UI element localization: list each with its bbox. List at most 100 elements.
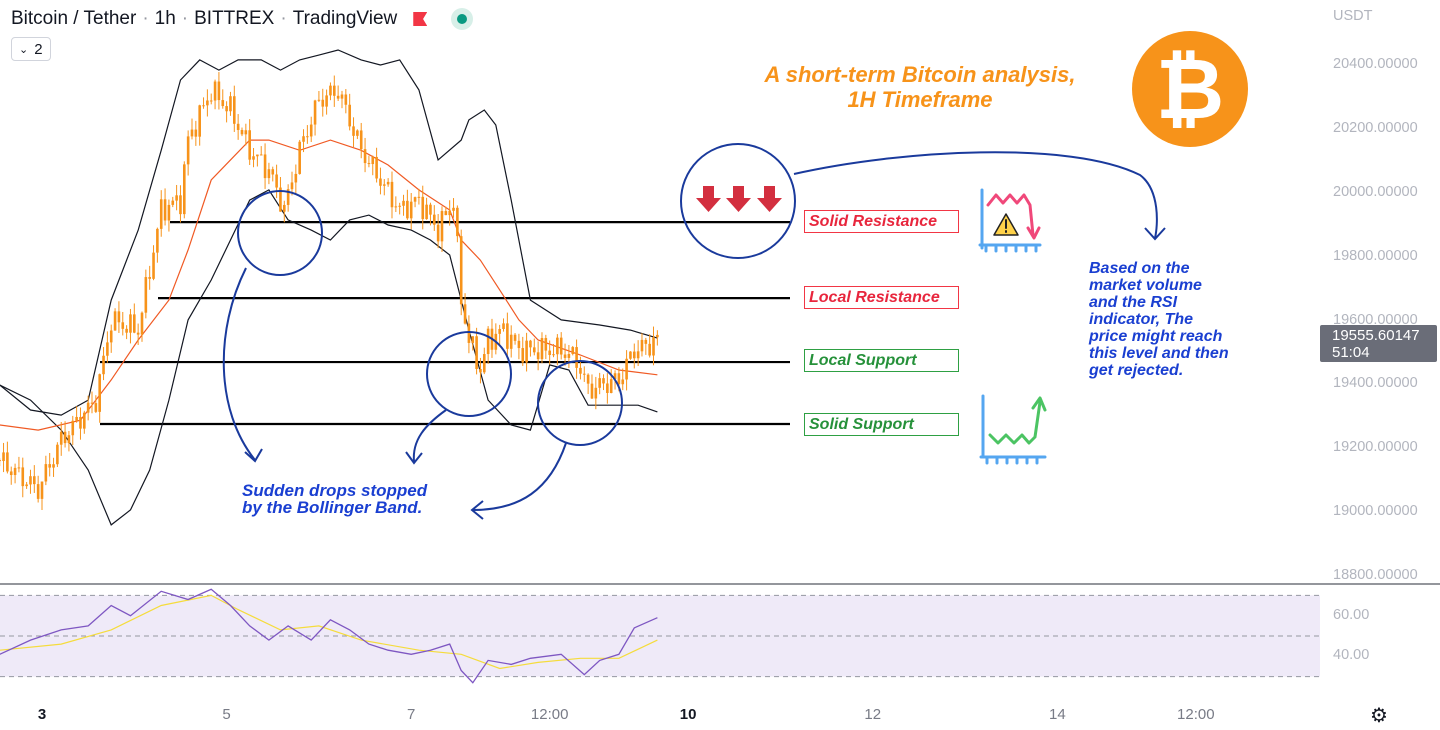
candle-body	[225, 106, 228, 112]
time-axis-tick: 12:00	[530, 706, 569, 723]
candle-body	[86, 402, 90, 413]
candle-body	[332, 85, 336, 96]
candle-body	[240, 129, 244, 135]
note-line: by the Bollinger Band.	[242, 498, 423, 517]
candle-body	[206, 100, 209, 106]
candle-body	[313, 100, 317, 125]
price-axis-tick: 19800.00000	[1333, 247, 1418, 264]
candle-body	[194, 129, 198, 137]
bullish-chart-icon	[979, 394, 1047, 465]
candle-body	[652, 337, 655, 356]
candle-body	[13, 467, 17, 476]
candle-body	[294, 173, 298, 183]
candle-body	[375, 156, 378, 179]
highlight-circle	[680, 143, 796, 259]
candle-body	[286, 189, 290, 205]
candle-body	[71, 420, 75, 436]
note-line: price might reach	[1089, 328, 1223, 345]
candle-body	[317, 99, 321, 101]
candle-body	[67, 435, 71, 444]
candle-body	[0, 460, 1, 462]
note-line: indicator, The	[1089, 311, 1194, 328]
candle-body	[94, 403, 98, 412]
candle-body	[506, 323, 509, 349]
candle-body	[636, 351, 640, 359]
candle-body	[529, 340, 532, 348]
currency-label: USDT	[1333, 8, 1373, 24]
price-axis-tick: 19000.00000	[1333, 503, 1418, 520]
candle-body	[498, 329, 501, 334]
candle-body	[417, 196, 421, 198]
candle-body	[556, 337, 559, 355]
candle-body	[36, 484, 40, 499]
candle-body	[25, 484, 28, 487]
price-axis-tick: 19400.00000	[1333, 375, 1418, 392]
candle-body	[33, 476, 36, 485]
bearish-chart-warning-icon	[978, 188, 1042, 253]
candle-body	[79, 416, 82, 429]
candle-body	[475, 336, 478, 370]
candle-body	[140, 312, 144, 335]
candle-body	[186, 136, 190, 165]
candle-body	[202, 105, 205, 107]
candle-body	[321, 99, 325, 107]
source: TradingView	[292, 8, 398, 29]
candle-body	[571, 347, 575, 355]
candle-body	[356, 130, 359, 136]
bollinger-note: Sudden drops stopped by the Bollinger Ba…	[242, 482, 427, 516]
candle-body	[590, 383, 594, 399]
candle-body	[509, 334, 513, 349]
candle-body	[209, 100, 213, 102]
settings-gear-icon[interactable]: ⚙	[1370, 705, 1388, 727]
market-open-status-icon[interactable]	[451, 8, 474, 30]
last-price: 19555.60147	[1332, 327, 1420, 344]
candle-body	[598, 378, 601, 388]
candle-body	[525, 340, 528, 363]
candle-body	[121, 322, 125, 329]
candle-body	[582, 373, 586, 375]
candle-body	[183, 164, 186, 215]
candle-body	[83, 412, 86, 429]
candle-body	[617, 373, 621, 385]
candle-body	[340, 94, 344, 99]
candle-body	[290, 182, 294, 190]
candle-body	[386, 181, 390, 185]
candle-body	[109, 330, 113, 343]
candle-body	[521, 348, 525, 363]
interval[interactable]: 1h	[154, 8, 176, 29]
candle-body	[452, 207, 455, 211]
bar-countdown: 51:04	[1332, 344, 1370, 361]
candle-body	[440, 211, 444, 242]
rsi-ma-line	[0, 594, 658, 670]
symbol-name[interactable]: Bitcoin / Tether	[11, 8, 137, 29]
note-line: market volume	[1089, 277, 1202, 294]
title-line: A short-term Bitcoin analysis,	[764, 62, 1076, 87]
time-axis-tick: 12:00	[1177, 706, 1215, 723]
candle-body	[609, 379, 613, 393]
rsi-axis-tick: 60.00	[1333, 606, 1370, 623]
solid-resistance-label: Solid Resistance	[804, 210, 959, 233]
candle-body	[113, 311, 117, 331]
candle-body	[559, 337, 563, 355]
candle-body	[513, 334, 517, 341]
candle-body	[6, 452, 9, 472]
candle-body	[156, 228, 159, 253]
candle-body	[59, 431, 63, 445]
candle-body	[9, 471, 13, 476]
candle-body	[233, 96, 236, 124]
time-axis-tick: 10	[679, 706, 697, 723]
candle-body	[586, 374, 590, 384]
candle-body	[486, 328, 490, 355]
candle-body	[621, 379, 625, 385]
candle-body	[271, 169, 275, 175]
time-axis-tick: 14	[1049, 706, 1066, 723]
candle-body	[632, 351, 636, 359]
local-support-label: Local Support	[804, 349, 959, 372]
candle-body	[359, 130, 363, 150]
candle-body	[259, 154, 263, 156]
flag-icon[interactable]	[413, 12, 428, 26]
indicators-collapse-button[interactable]: ⌄ 2	[11, 37, 51, 61]
symbol-header[interactable]: Bitcoin / Tether · 1h · BITTREX · Tradin…	[11, 8, 474, 30]
note-line: this level and then	[1089, 345, 1229, 362]
